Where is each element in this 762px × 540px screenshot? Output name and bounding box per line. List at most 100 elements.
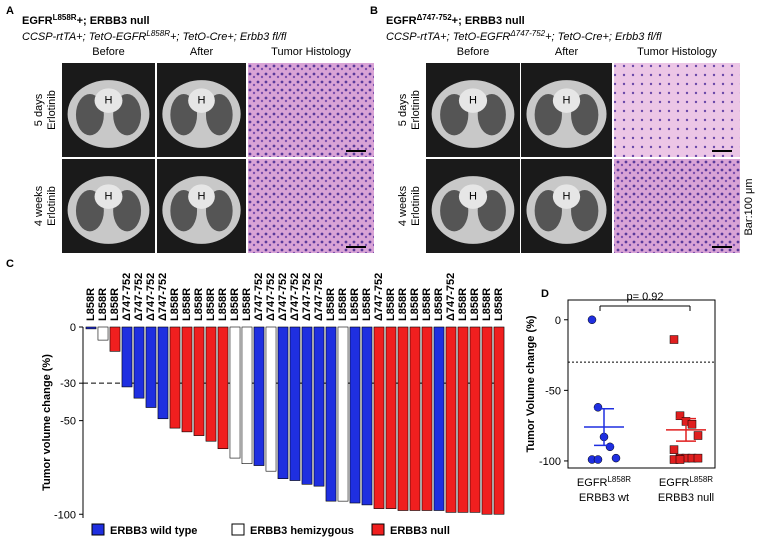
y-axis-title: Tumor volume change (%) (41, 354, 53, 491)
mri-heart (188, 88, 215, 113)
legend-swatch (231, 523, 245, 536)
bar (97, 326, 109, 341)
bar (433, 326, 445, 511)
category-label: Δ747-752 (289, 273, 301, 321)
category-label: Δ747-752 (265, 273, 277, 321)
mri-heart (552, 184, 581, 209)
text-part: L858R (607, 475, 631, 484)
heart-marker: H (563, 190, 571, 202)
bar (265, 326, 277, 472)
category-label: L858R (85, 288, 97, 321)
bar (421, 326, 433, 511)
data-point (593, 403, 603, 412)
category-label: L858R (433, 288, 445, 321)
category-label: L858R (217, 288, 229, 321)
column-header: After (190, 46, 214, 58)
bar (349, 326, 361, 504)
x-tick-label: ERBB3 null (658, 492, 714, 504)
category-label: L858R (481, 288, 493, 321)
heart-marker: H (198, 190, 206, 202)
bar (445, 326, 457, 513)
heart-marker: H (469, 94, 477, 106)
category-label: L858R (337, 288, 349, 321)
bar (289, 326, 301, 481)
y-tick-label: 0 (70, 322, 76, 334)
text-part: +; ERBB3 null (452, 15, 525, 27)
text-part: +; TetO-Cre+; Erbb3 fl/fl (170, 31, 287, 43)
bar (253, 326, 265, 466)
bar (241, 326, 253, 464)
mri-heart (458, 184, 488, 209)
category-label: L858R (193, 288, 205, 321)
bar (205, 326, 217, 442)
category-label: L858R (169, 288, 181, 321)
panel-letter: C (6, 258, 14, 270)
data-point (669, 445, 679, 454)
scale-bar-label: Bar:100 μm (743, 178, 755, 235)
y-tick-label: -50 (60, 416, 76, 428)
p-value: p= 0.92 (626, 291, 663, 303)
bar (457, 326, 469, 513)
text-part: CCSP-rtTA+; TetO-EGFR (386, 31, 510, 43)
text-part: Δ747-752 (417, 13, 453, 22)
bar (145, 326, 157, 408)
text-part: Erlotinib (410, 90, 422, 130)
data-point (675, 411, 685, 421)
bar (385, 326, 397, 509)
category-label: Δ747-752 (277, 273, 289, 321)
bar (181, 326, 193, 433)
bar (193, 326, 205, 436)
heart-marker: H (105, 94, 113, 106)
category-label: Δ747-752 (301, 273, 313, 321)
histology-image (614, 63, 740, 157)
y-tick-label: -100 (54, 509, 76, 521)
panel-title: EGFRΔ747-752+; ERBB3 null (386, 13, 525, 27)
bar (409, 326, 421, 511)
data-point (693, 431, 703, 440)
bar (301, 326, 313, 485)
plot-frame (567, 299, 716, 469)
text-part: +; ERBB3 null (77, 15, 150, 27)
y-tick-label: -50 (545, 385, 561, 397)
bar (277, 326, 289, 479)
category-label: L858R (109, 288, 121, 321)
column-header: Before (92, 46, 124, 58)
category-label: L858R (493, 288, 505, 321)
text-part: L858R (53, 13, 77, 22)
data-point (675, 455, 685, 464)
legend-label: ERBB3 hemizygous (250, 525, 354, 537)
bar (481, 326, 493, 515)
legend-label: ERBB3 wild type (110, 525, 197, 537)
column-header: Tumor Histology (637, 46, 717, 58)
text-part: 5 days (397, 93, 409, 126)
category-label: L858R (97, 288, 109, 321)
category-label: Δ747-752 (445, 273, 457, 321)
category-label: Δ747-752 (157, 273, 169, 321)
category-label: L858R (397, 288, 409, 321)
text-part: Erlotinib (46, 90, 58, 130)
mri-heart (94, 184, 123, 209)
bar (337, 326, 349, 502)
category-label: L858R (205, 288, 217, 321)
text-part: L858R (689, 475, 713, 484)
bar (469, 326, 481, 513)
mri-heart (94, 88, 123, 113)
heart-marker: H (105, 190, 113, 202)
bar (121, 326, 133, 388)
text-part: Erlotinib (46, 186, 58, 226)
panel-letter: B (370, 5, 378, 17)
category-label: Δ747-752 (253, 273, 265, 321)
text-part: 4 weeks (33, 185, 45, 226)
genotype: CCSP-rtTA+; TetO-EGFRΔ747-752+; TetO-Cre… (386, 29, 662, 43)
histology-image (614, 159, 740, 253)
bar (169, 326, 181, 429)
category-label: Δ747-752 (133, 273, 145, 321)
panel-letter: D (541, 288, 549, 300)
category-label: Δ747-752 (145, 273, 157, 321)
row-label: 4 weeksErlotinib (397, 185, 422, 226)
bar (157, 326, 169, 420)
row-label: 5 daysErlotinib (397, 90, 422, 130)
category-label: L858R (361, 288, 373, 321)
heart-marker: H (563, 94, 571, 106)
category-label: L858R (385, 288, 397, 321)
